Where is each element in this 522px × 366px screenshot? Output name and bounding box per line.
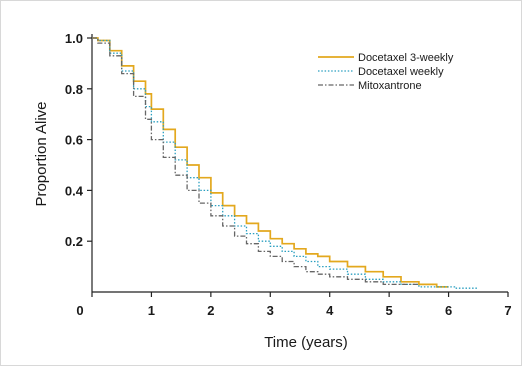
y-axis-title: Proportion Alive (33, 101, 50, 206)
x-tick-label: 2 (207, 303, 214, 318)
y-axis: 0.2 0.4 0.6 0.8 1.0 (65, 31, 93, 292)
series-line-0 (92, 37, 449, 288)
y-tick-label: 0.4 (65, 183, 84, 198)
series-line-1 (92, 37, 479, 289)
x-axis: 0 1 2 3 4 5 6 7 (76, 291, 512, 318)
x-tick-label: 7 (504, 303, 511, 318)
legend-label-0: Docetaxel 3-weekly (358, 52, 454, 64)
legend-label-2: Mitoxantrone (358, 80, 422, 92)
y-tick-label: 0.2 (65, 234, 83, 249)
y-tick-label: 1.0 (65, 31, 83, 46)
y-tick-label: 0.6 (65, 133, 83, 148)
series-line-2 (92, 37, 419, 286)
legend: Docetaxel 3-weekly Docetaxel weekly Mitoxa… (318, 52, 454, 92)
series-layer (92, 37, 479, 289)
x-tick-label: 3 (267, 303, 274, 318)
x-axis-title: Time (years) (264, 334, 348, 351)
x-tick-label: 1 (148, 303, 155, 318)
x-tick-label: 5 (386, 303, 393, 318)
x-tick-label: 6 (445, 303, 452, 318)
x-tick-label: 4 (326, 303, 334, 318)
legend-label-1: Docetaxel weekly (358, 66, 444, 78)
y-tick-label: 0.8 (65, 82, 83, 97)
x-tick-label: 0 (76, 303, 83, 318)
